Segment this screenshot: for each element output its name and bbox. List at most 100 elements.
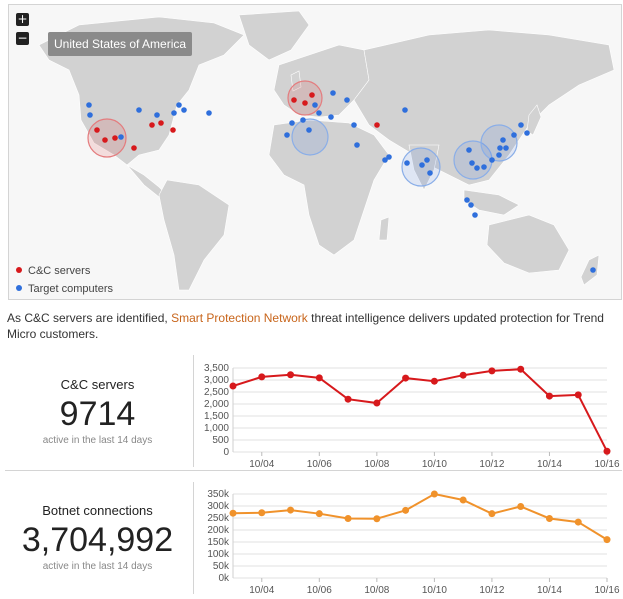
data-point[interactable] [459,496,467,504]
data-point[interactable] [430,377,438,385]
data-point[interactable] [315,510,323,518]
target-computer-marker[interactable] [354,142,360,148]
cc-server-marker[interactable] [131,145,137,151]
target-computer-marker[interactable] [474,165,480,171]
data-point[interactable] [459,371,467,379]
cc-server-marker[interactable] [291,97,297,103]
target-computer-marker[interactable] [524,130,530,136]
data-point[interactable] [603,447,611,455]
target-computer-marker[interactable] [481,164,487,170]
target-computer-marker[interactable] [306,127,312,133]
target-computer-marker[interactable] [382,157,388,163]
data-point[interactable] [287,371,295,379]
data-point[interactable] [229,509,237,517]
data-point[interactable] [258,509,266,517]
target-computer-marker[interactable] [206,110,212,116]
target-computer-marker[interactable] [469,160,475,166]
data-point[interactable] [603,536,611,544]
target-computer-marker[interactable] [489,157,495,163]
cc-server-marker[interactable] [158,120,164,126]
target-computer-marker[interactable] [590,267,596,273]
data-point[interactable] [402,506,410,514]
target-computer-marker[interactable] [181,107,187,113]
target-computer-marker[interactable] [468,202,474,208]
stat-label: Botnet connections [42,503,153,518]
zoom-out-button[interactable]: − [16,31,29,45]
target-computer-marker[interactable] [427,170,433,176]
data-point[interactable] [287,506,295,514]
x-tick-label: 10/06 [307,459,332,470]
data-point[interactable] [517,502,525,510]
target-computer-marker[interactable] [136,107,142,113]
cc-server-marker[interactable] [374,122,380,128]
cc-server-marker[interactable] [112,135,118,141]
target-computer-marker[interactable] [402,107,408,113]
data-point[interactable] [545,514,553,522]
target-computer-marker[interactable] [466,147,472,153]
y-tick-label: 3,500 [204,363,229,374]
cc-server-marker[interactable] [309,92,315,98]
data-point[interactable] [430,490,438,498]
data-point[interactable] [373,515,381,523]
target-computer-marker[interactable] [404,160,410,166]
x-tick-label: 10/12 [479,585,504,596]
target-computer-marker[interactable] [511,132,517,138]
target-computer-marker[interactable] [351,122,357,128]
cc-server-marker[interactable] [102,137,108,143]
stat-value: 9714 [59,395,136,433]
cc-server-marker[interactable] [94,127,100,133]
target-computer-marker[interactable] [316,110,322,116]
data-point[interactable] [488,510,496,518]
target-computer-marker[interactable] [344,97,350,103]
data-point[interactable] [574,518,582,526]
cc-server-marker[interactable] [302,100,308,106]
target-computer-marker[interactable] [386,154,392,160]
target-computer-marker[interactable] [518,122,524,128]
target-computer-marker[interactable] [176,102,182,108]
data-point[interactable] [517,365,525,373]
zoom-in-button[interactable]: + [16,12,29,26]
target-computer-marker[interactable] [424,157,430,163]
target-computer-marker[interactable] [312,102,318,108]
x-tick-label: 10/14 [537,459,562,470]
x-tick-label: 10/12 [479,459,504,470]
stat-label: C&C servers [60,377,135,392]
data-point[interactable] [488,367,496,375]
x-tick-label: 10/08 [364,459,389,470]
target-computer-marker[interactable] [284,132,290,138]
data-point[interactable] [402,374,410,382]
target-computer-marker[interactable] [87,112,93,118]
data-point[interactable] [344,395,352,403]
smart-protection-network-link[interactable]: Smart Protection Network [171,311,308,325]
target-computer-marker[interactable] [496,152,502,158]
divider [193,482,194,594]
target-computer-marker[interactable] [154,112,160,118]
data-point[interactable] [545,392,553,400]
data-point[interactable] [344,514,352,522]
data-point[interactable] [315,374,323,382]
target-computer-marker[interactable] [497,145,503,151]
target-computer-marker[interactable] [86,102,92,108]
target-computer-marker[interactable] [464,197,470,203]
data-point[interactable] [258,373,266,381]
target-computer-marker[interactable] [503,145,509,151]
target-computer-marker[interactable] [472,212,478,218]
target-computer-marker[interactable] [171,110,177,116]
x-tick-label: 10/06 [307,585,332,596]
target-computer-marker[interactable] [330,90,336,96]
target-computer-marker[interactable] [300,117,306,123]
target-computer-marker[interactable] [419,162,425,168]
target-computer-marker[interactable] [289,120,295,126]
botnet-connections-stat: Botnet connections 3,704,992 active in t… [5,503,190,572]
threat-map[interactable]: + − United States of America C&C servers… [8,4,622,300]
data-point[interactable] [574,391,582,399]
cc-server-marker[interactable] [149,122,155,128]
target-computer-marker[interactable] [328,114,334,120]
data-point[interactable] [373,399,381,407]
cc-server-marker[interactable] [170,127,176,133]
divider [5,470,622,471]
target-computer-marker[interactable] [500,137,506,143]
target-computer-marker[interactable] [118,134,124,140]
data-point[interactable] [229,382,237,390]
